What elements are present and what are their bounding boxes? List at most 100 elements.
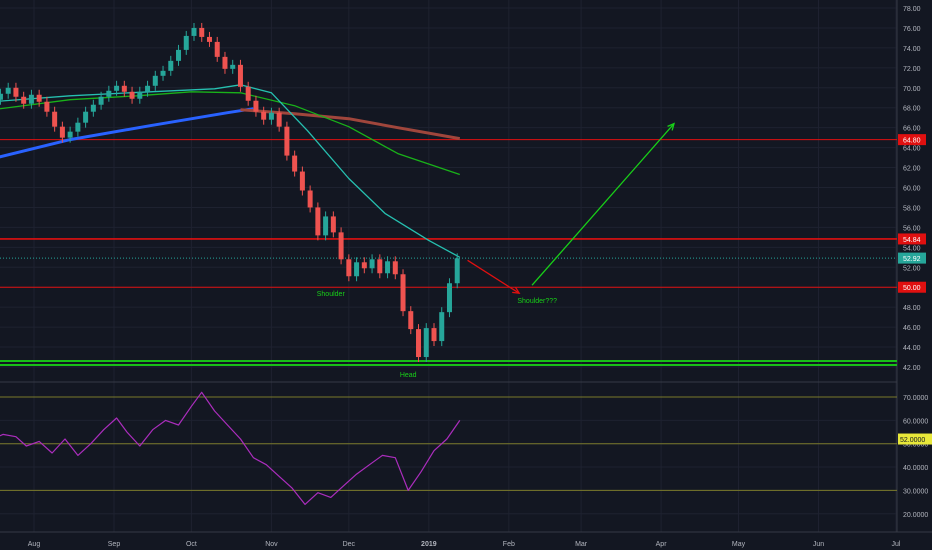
candle-body bbox=[245, 86, 251, 101]
candle-body bbox=[377, 259, 383, 274]
arrow-head bbox=[667, 122, 675, 131]
candle-body bbox=[338, 232, 344, 260]
price-axis-tick-label: 56.00 bbox=[903, 225, 921, 232]
time-axis-tick-label: Mar bbox=[575, 541, 588, 548]
moving-average-line bbox=[240, 108, 461, 141]
candle-body bbox=[214, 41, 220, 57]
candle-body bbox=[90, 104, 96, 112]
oscillator-axis-tick-label: 20.0000 bbox=[903, 512, 928, 519]
candle-body bbox=[292, 155, 298, 172]
candle-body bbox=[199, 27, 205, 37]
time-axis-tick-label: Feb bbox=[503, 541, 515, 548]
candle-body bbox=[121, 85, 127, 92]
candle-body bbox=[52, 111, 58, 127]
price-axis-tick-label: 42.00 bbox=[903, 365, 921, 372]
candle-body bbox=[446, 283, 452, 313]
time-axis-tick-label: 2019 bbox=[421, 541, 437, 548]
candle-body bbox=[354, 262, 360, 277]
candle-body bbox=[59, 126, 65, 138]
candle-body bbox=[67, 131, 73, 138]
candle-body bbox=[28, 94, 34, 104]
candle-body bbox=[431, 328, 437, 342]
oscillator-axis-tick-label: 50.0000 bbox=[903, 442, 928, 449]
candle-body bbox=[284, 126, 290, 156]
candle-body bbox=[83, 111, 89, 123]
candle-body bbox=[36, 94, 42, 102]
candle-body bbox=[168, 60, 174, 71]
candle-body bbox=[152, 75, 158, 86]
candle-body bbox=[106, 90, 112, 97]
candle-body bbox=[129, 91, 135, 99]
candle-body bbox=[400, 274, 406, 312]
candle-body bbox=[385, 261, 391, 274]
price-axis-tick-label: 78.00 bbox=[903, 6, 921, 13]
oscillator-axis-tick-label: 60.0000 bbox=[903, 418, 928, 425]
time-axis-tick-label: Apr bbox=[656, 541, 668, 548]
candle-body bbox=[361, 262, 367, 269]
price-axis-tick-label: 72.00 bbox=[903, 66, 921, 73]
candle-body bbox=[222, 56, 228, 69]
candle-body bbox=[183, 35, 189, 50]
price-axis-tick-label: 44.00 bbox=[903, 345, 921, 352]
candle-body bbox=[330, 216, 336, 233]
candle-body bbox=[423, 328, 429, 358]
arrow-line bbox=[467, 259, 520, 294]
time-axis-tick-label: May bbox=[732, 541, 746, 548]
arrow-head bbox=[512, 286, 521, 295]
price-label-badge bbox=[898, 252, 926, 264]
candle-body bbox=[237, 64, 243, 87]
time-axis-tick-label: Aug bbox=[28, 541, 41, 548]
moving-average-line bbox=[0, 107, 254, 159]
price-axis-tick-label: 60.00 bbox=[903, 186, 921, 193]
price-axis-tick-label: 74.00 bbox=[903, 46, 921, 53]
candle-body bbox=[261, 111, 267, 120]
time-axis-tick-label: Sep bbox=[108, 541, 121, 548]
candle-body bbox=[114, 85, 120, 91]
price-label-badge bbox=[898, 233, 926, 245]
price-axis-tick-label: 68.00 bbox=[903, 106, 921, 113]
price-axis-tick-label: 76.00 bbox=[903, 26, 921, 33]
arrow-line bbox=[531, 123, 675, 286]
price-label-text: 52.92 bbox=[903, 256, 921, 263]
candle-body bbox=[0, 93, 3, 100]
candle-body bbox=[299, 171, 305, 191]
candle-body bbox=[145, 85, 151, 92]
candle-body bbox=[268, 112, 274, 120]
time-axis-tick-label: Nov bbox=[265, 541, 278, 548]
oscillator-value-badge bbox=[898, 433, 932, 445]
time-axis-tick-label: Jun bbox=[813, 541, 824, 548]
annotation-label: Head bbox=[400, 372, 417, 379]
price-label-text: 50.00 bbox=[903, 285, 921, 292]
oscillator-value-text: 52.0000 bbox=[900, 437, 925, 444]
price-label-text: 64.80 bbox=[903, 138, 921, 145]
candle-body bbox=[408, 311, 414, 330]
price-label-badge bbox=[898, 134, 926, 146]
candle-body bbox=[44, 101, 50, 112]
candle-body bbox=[253, 100, 259, 112]
price-axis-tick-label: 64.00 bbox=[903, 146, 921, 153]
oscillator-panel bbox=[0, 391, 897, 505]
time-axis-tick-label: Dec bbox=[343, 541, 356, 548]
price-axis-tick-label: 58.00 bbox=[903, 205, 921, 212]
candle-body bbox=[439, 312, 445, 342]
candle-body bbox=[176, 49, 182, 61]
moving-average-line bbox=[0, 91, 461, 176]
candle-body bbox=[137, 91, 143, 99]
moving-averages bbox=[0, 84, 461, 258]
candle-body bbox=[160, 70, 166, 76]
axes: 78.00 76.00 74.00 72.00 70.00 68.00 66.00 64.00… bbox=[28, 6, 932, 548]
candle-body bbox=[21, 96, 27, 104]
oscillator-line bbox=[0, 391, 461, 505]
candle-body bbox=[75, 122, 81, 132]
candle-body bbox=[191, 27, 197, 36]
candle-body bbox=[369, 259, 375, 269]
oscillator-axis-tick-label: 70.0000 bbox=[903, 395, 928, 402]
price-axis-tick-label: 70.00 bbox=[903, 86, 921, 93]
candle-body bbox=[13, 87, 19, 97]
price-label-text: 54.84 bbox=[903, 237, 921, 244]
price-axis-tick-label: 66.00 bbox=[903, 126, 921, 133]
annotations: Shoulder Head Shoulder??? bbox=[317, 122, 675, 379]
candle-body bbox=[276, 112, 282, 127]
